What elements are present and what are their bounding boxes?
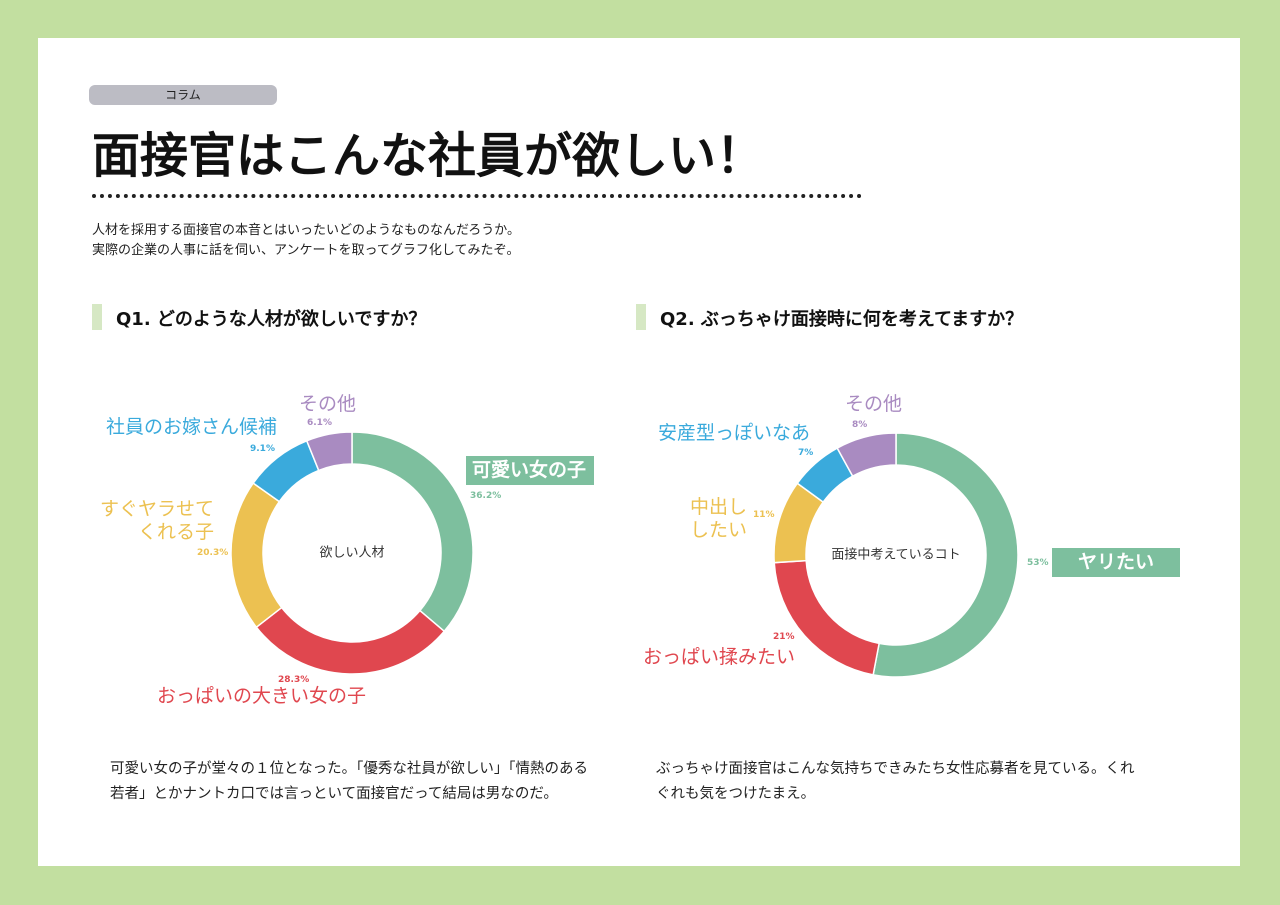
- value-label: 28.3%: [278, 675, 310, 685]
- value-label: 53%: [1027, 558, 1049, 568]
- donut-slice: [230, 482, 283, 629]
- category-label: その他: [299, 393, 357, 415]
- donut-slice: [836, 432, 897, 478]
- comment: 可愛い女の子が堂々の１位となった。「優秀な社員が欲しい」「情熱のある若者」とかナ…: [110, 761, 589, 802]
- question-bar: [92, 304, 102, 330]
- intro-line: 実際の企業の人事に話を伺い、アンケートを取ってグラフ化してみたぞ。: [92, 243, 520, 258]
- category-label: 社員のお嫁さん候補: [106, 416, 278, 438]
- comment: ぶっちゃけ面接官はこんな気持ちできみたち女性応募者を見ている。くれぐれも気をつけ…: [656, 761, 1135, 802]
- donut-slice: [305, 431, 353, 472]
- question-title: Q2. ぶっちゃけ面接時に何を考えてますか？: [660, 309, 1024, 330]
- category-label: 可愛い女の子: [466, 456, 594, 485]
- dotted-rule: [92, 194, 862, 198]
- question-title: Q1. どのような人材が欲しいですか？: [116, 309, 427, 330]
- value-label: 6.1%: [307, 418, 332, 428]
- value-label: 8%: [852, 420, 868, 430]
- page-title: 面接官はこんな社員が欲しい！: [92, 128, 765, 184]
- column-tag: コラム: [89, 85, 277, 105]
- donut-slice: [351, 431, 474, 633]
- value-label: 11%: [753, 510, 775, 520]
- intro-line: 人材を採用する面接官の本音とはいったいどのようなものなんだろうか。: [92, 223, 520, 238]
- category-label: おっぱいの大きい女の子: [157, 685, 367, 707]
- donut-slice: [255, 606, 446, 675]
- category-label: ヤリたい: [1052, 548, 1180, 577]
- category-label: その他: [845, 393, 903, 415]
- center-label: 面接中考えているコト: [831, 547, 960, 563]
- sheet: [38, 38, 1240, 866]
- value-label: 9.1%: [250, 444, 275, 454]
- value-label: 7%: [798, 448, 814, 458]
- category-label: すぐヤラせて くれる子: [99, 498, 214, 543]
- category-label: おっぱい揉みたい: [643, 646, 796, 668]
- value-label: 21%: [773, 632, 795, 642]
- value-label: 20.3%: [197, 548, 229, 558]
- center-label: 欲しい人材: [319, 545, 384, 561]
- question-bar: [636, 304, 646, 330]
- value-label: 36.2%: [470, 491, 502, 501]
- category-label: 中出し したい: [690, 496, 748, 541]
- category-label: 安産型っぽいなあ: [658, 422, 811, 444]
- donut-slice: [872, 432, 1019, 678]
